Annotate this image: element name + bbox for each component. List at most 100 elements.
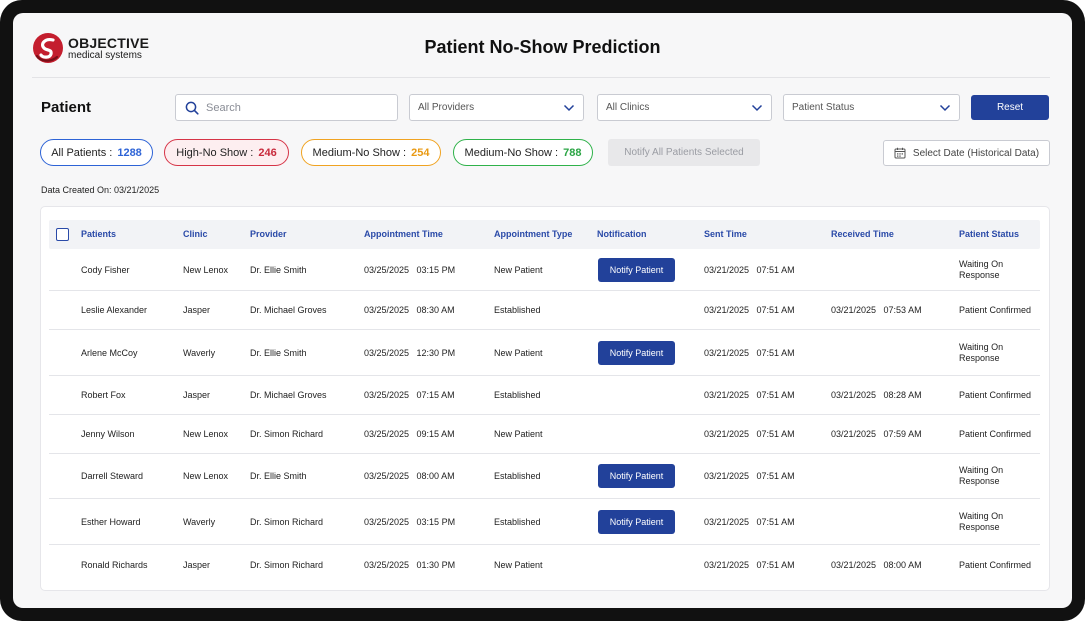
filter-pill-high[interactable]: High-No Show : 246 bbox=[164, 139, 289, 166]
cell-provider: Dr. Michael Groves bbox=[250, 390, 327, 400]
col-header-clinic[interactable]: Clinic bbox=[183, 229, 208, 239]
cell-patient: Ronald Richards bbox=[81, 560, 148, 570]
table-row[interactable]: Arlene McCoy Waverly Dr. Ellie Smith 03/25/… bbox=[49, 330, 1040, 376]
page-title: Patient No-Show Prediction bbox=[424, 37, 661, 57]
cell-appointment-time: 03/25/2025 01:30 PM bbox=[364, 560, 456, 570]
status-select[interactable]: Patient Status bbox=[783, 94, 960, 121]
status-select-value: Patient Status bbox=[792, 102, 855, 113]
filter-pill-all[interactable]: All Patients : 1288 bbox=[40, 139, 153, 166]
table-row[interactable]: Ronald Richards Jasper Dr. Simon Richard 03… bbox=[49, 545, 1040, 585]
app-screen: OBJECTIVE medical systems Patient No-Sho… bbox=[13, 13, 1072, 608]
notify-patient-button[interactable]: Notify Patient bbox=[598, 257, 675, 282]
cell-patient: Esther Howard bbox=[81, 516, 141, 527]
cell-clinic: Waverly bbox=[183, 347, 216, 358]
search-icon bbox=[185, 101, 199, 115]
table-row[interactable]: Esther Howard Waverly Dr. Simon Richard 03/… bbox=[49, 499, 1040, 545]
col-header-received-time[interactable]: Received Time bbox=[831, 229, 894, 239]
notify-patient-button[interactable]: Notify Patient bbox=[598, 340, 675, 365]
cell-appointment-type: Established bbox=[494, 305, 541, 315]
cell-appointment-type: Established bbox=[494, 390, 541, 400]
filter-pill-medium[interactable]: Medium-No Show : 254 bbox=[301, 139, 441, 166]
pill-label: Medium-No Show : bbox=[464, 146, 559, 159]
cell-sent-time: 03/21/2025 07:51 AM bbox=[704, 305, 795, 315]
cell-patient-status: Patient Confirmed bbox=[959, 559, 1032, 570]
clinics-select-value: All Clinics bbox=[606, 102, 650, 113]
logo-mark-icon bbox=[32, 32, 64, 64]
col-header-sent-time[interactable]: Sent Time bbox=[704, 229, 747, 239]
col-header-patient-status[interactable]: Patient Status bbox=[959, 229, 1020, 239]
notify-patient-button[interactable]: Notify Patient bbox=[598, 464, 675, 488]
col-header-appointment-time[interactable]: Appointment Time bbox=[364, 229, 443, 239]
table-row[interactable]: Cody Fisher New Lenox Dr. Ellie Smith 03/25… bbox=[49, 249, 1040, 291]
cell-received-time: 03/21/2025 08:00 AM bbox=[831, 560, 922, 570]
patients-table: Patients Clinic Provider Appointment Tim… bbox=[40, 206, 1050, 591]
cell-provider: Dr. Simon Richard bbox=[250, 429, 324, 439]
brand-tagline: medical systems bbox=[68, 49, 142, 61]
cell-appointment-time: 03/25/2025 09:15 AM bbox=[364, 429, 455, 439]
cell-patient: Robert Fox bbox=[81, 390, 126, 400]
search-box[interactable] bbox=[175, 94, 398, 121]
reset-button[interactable]: Reset bbox=[971, 95, 1049, 120]
data-created-label: Data Created On: 03/21/2025 bbox=[41, 185, 160, 195]
col-header-notification[interactable]: Notification bbox=[597, 229, 647, 239]
table-row[interactable]: Jenny Wilson New Lenox Dr. Simon Richard 03… bbox=[49, 415, 1040, 454]
pill-count: 788 bbox=[563, 146, 582, 159]
chevron-down-icon bbox=[939, 104, 951, 111]
cell-notification: Notify Patient bbox=[598, 249, 675, 290]
cell-provider: Dr. Michael Groves bbox=[250, 305, 327, 315]
filter-pill-medium-2[interactable]: Medium-No Show : 788 bbox=[453, 139, 593, 166]
brand-name: OBJECTIVE bbox=[68, 34, 150, 51]
cell-patient-status: Patient Confirmed bbox=[959, 389, 1032, 400]
brand-logo: OBJECTIVE medical systems bbox=[32, 32, 149, 64]
cell-provider: Dr. Simon Richard bbox=[250, 516, 324, 527]
cell-appointment-time: 03/25/2025 03:15 PM bbox=[364, 516, 456, 527]
cell-provider: Dr. Ellie Smith bbox=[250, 471, 307, 481]
cell-clinic: Waverly bbox=[183, 516, 216, 527]
cell-appointment-type: Established bbox=[494, 516, 541, 527]
col-header-appointment-type[interactable]: Appointment Type bbox=[494, 229, 573, 239]
table-row[interactable]: Darrell Steward New Lenox Dr. Ellie Smith 0… bbox=[49, 454, 1040, 499]
cell-appointment-time: 03/25/2025 07:15 AM bbox=[364, 390, 455, 400]
cell-sent-time: 03/21/2025 07:51 AM bbox=[704, 429, 795, 439]
notify-all-button[interactable]: Notify All Patients Selected bbox=[608, 139, 760, 166]
cell-notification: Notify Patient bbox=[598, 499, 675, 544]
cell-patient-status: Waiting On Response bbox=[959, 258, 1004, 280]
cell-patient-status: Patient Confirmed bbox=[959, 428, 1032, 439]
cell-notification: Notify Patient bbox=[598, 330, 675, 375]
cell-appointment-type: New Patient bbox=[494, 429, 543, 439]
clinics-select[interactable]: All Clinics bbox=[597, 94, 772, 121]
cell-appointment-type: New Patient bbox=[494, 560, 543, 570]
select-all-checkbox[interactable] bbox=[56, 228, 69, 241]
calendar-icon bbox=[894, 147, 906, 159]
col-header-patients[interactable]: Patients bbox=[81, 229, 117, 239]
cell-provider: Dr. Ellie Smith bbox=[250, 347, 307, 358]
section-title: Patient bbox=[41, 99, 92, 116]
cell-patient: Darrell Steward bbox=[81, 471, 144, 481]
cell-patient-status: Waiting On Response bbox=[959, 341, 1004, 363]
table-header: Patients Clinic Provider Appointment Tim… bbox=[49, 220, 1040, 249]
cell-provider: Dr. Simon Richard bbox=[250, 560, 324, 570]
notify-patient-button[interactable]: Notify Patient bbox=[598, 509, 675, 534]
pill-count: 246 bbox=[258, 146, 277, 159]
cell-appointment-type: New Patient bbox=[494, 347, 543, 358]
cell-clinic: New Lenox bbox=[183, 471, 229, 481]
pill-label: Medium-No Show : bbox=[312, 146, 407, 159]
cell-patient: Cody Fisher bbox=[81, 264, 130, 275]
search-input[interactable] bbox=[206, 101, 386, 114]
cell-sent-time: 03/21/2025 07:51 AM bbox=[704, 516, 795, 527]
providers-select-value: All Providers bbox=[418, 102, 475, 113]
cell-patient-status: Waiting On Response bbox=[959, 465, 1004, 486]
date-picker-button[interactable]: Select Date (Historical Data) bbox=[883, 140, 1050, 166]
cell-sent-time: 03/21/2025 07:51 AM bbox=[704, 390, 795, 400]
cell-appointment-type: New Patient bbox=[494, 264, 543, 275]
cell-notification: Notify Patient bbox=[598, 454, 675, 498]
cell-patient-status: Waiting On Response bbox=[959, 510, 1004, 532]
table-row[interactable]: Leslie Alexander Jasper Dr. Michael Groves… bbox=[49, 291, 1040, 330]
cell-patient: Arlene McCoy bbox=[81, 347, 138, 358]
col-header-provider[interactable]: Provider bbox=[250, 229, 287, 239]
cell-patient-status: Patient Confirmed bbox=[959, 304, 1032, 315]
header-divider bbox=[32, 77, 1050, 78]
cell-appointment-time: 03/25/2025 12:30 PM bbox=[364, 347, 456, 358]
table-row[interactable]: Robert Fox Jasper Dr. Michael Groves 03/25/… bbox=[49, 376, 1040, 415]
providers-select[interactable]: All Providers bbox=[409, 94, 584, 121]
